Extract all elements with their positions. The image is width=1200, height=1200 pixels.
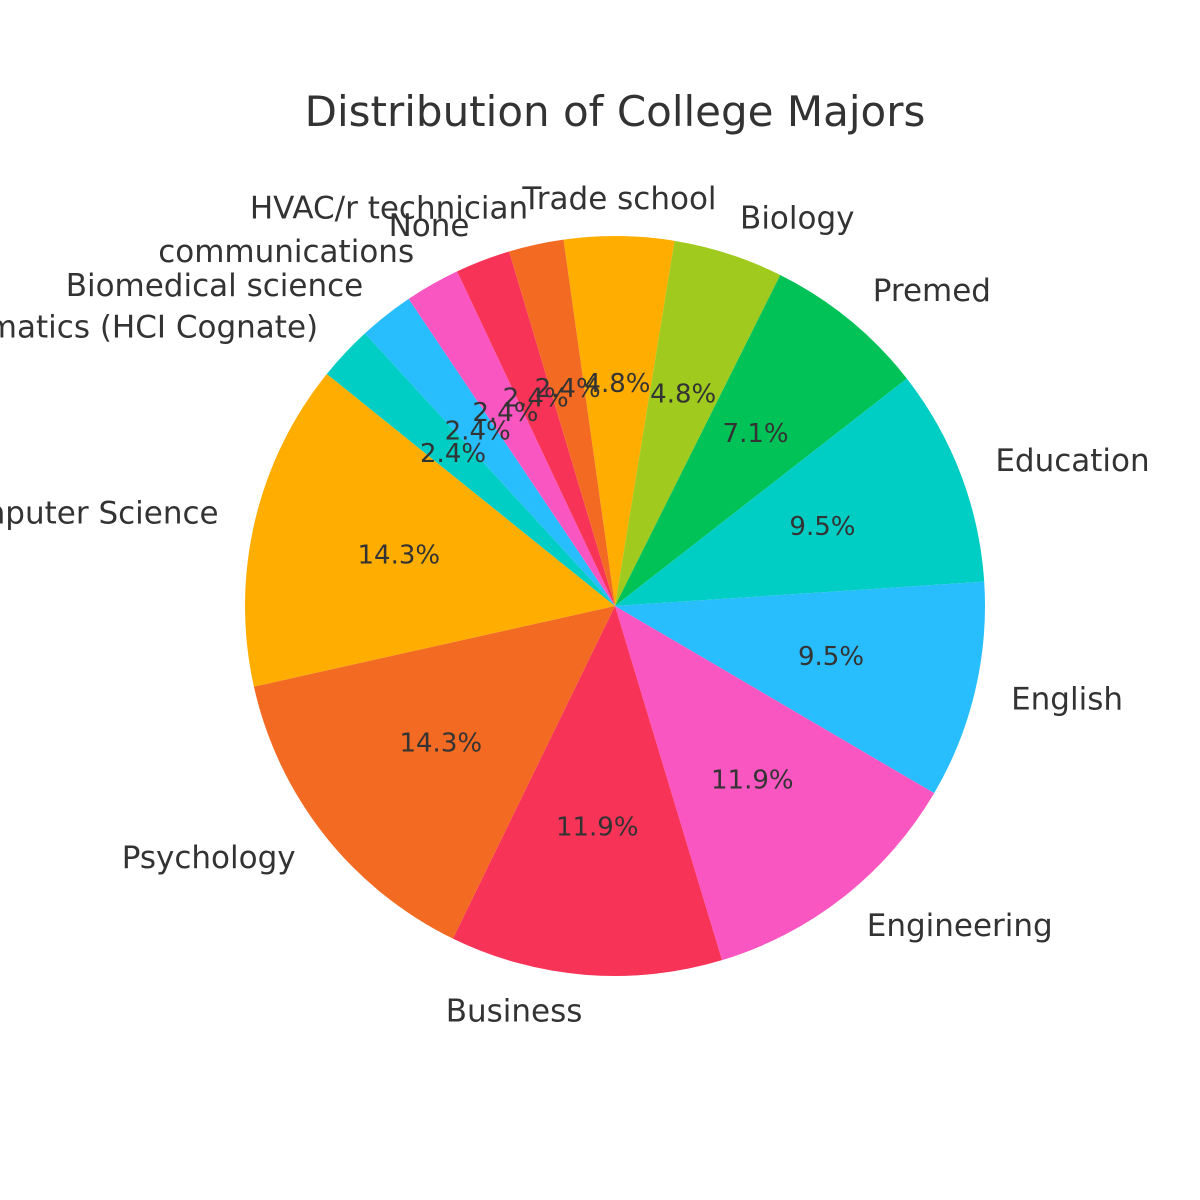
pie-category-label: Trade school bbox=[521, 181, 716, 217]
category-labels: Trade school Biology Premed Education Englis… bbox=[0, 181, 1150, 1030]
pie-category-label: English bbox=[1011, 682, 1123, 718]
pie-category-label: communications bbox=[158, 234, 414, 270]
chart-title: Distribution of College Majors bbox=[305, 87, 926, 136]
pie-category-label: Premed bbox=[873, 273, 991, 309]
pie-slice-engineering bbox=[615, 606, 935, 961]
pie-percent-label: 14.3% bbox=[357, 541, 440, 571]
pie-slice-business bbox=[452, 606, 723, 976]
pie-percent-label: 9.5% bbox=[789, 512, 855, 542]
pie-percent-label: 7.1% bbox=[723, 419, 789, 449]
pie-percent-label: 14.3% bbox=[399, 729, 482, 759]
pie-category-label: Informatics (HCI Cognate) bbox=[0, 310, 318, 346]
pie-percent-label: 11.9% bbox=[556, 812, 639, 842]
percent-labels: 4.8% 4.8%7.1%9.5%9.5%11.9%11.9%14.3%14.3%… bbox=[357, 369, 864, 842]
pie-percent-label: 2.4% bbox=[420, 439, 486, 469]
pie-percent-label: 9.5% bbox=[798, 642, 864, 672]
pie-slice-communications bbox=[408, 271, 615, 606]
pie-percent-label: 2.4% bbox=[503, 384, 569, 414]
pie-slice-biomedical-science bbox=[364, 298, 615, 606]
pie-slice-psychology bbox=[253, 606, 615, 939]
pie-percent-label: 2.4% bbox=[445, 417, 511, 447]
pie-category-label: Engineering bbox=[867, 908, 1053, 944]
pie-category-label: None bbox=[389, 208, 470, 244]
pie-category-label: Business bbox=[446, 994, 583, 1030]
pie-slice-english bbox=[615, 581, 985, 794]
pie-category-label: Computer Science bbox=[0, 496, 219, 532]
pie-category-label: Biology bbox=[740, 201, 854, 237]
pie-percent-label: 2.4% bbox=[472, 398, 538, 428]
pie-slice-education bbox=[615, 378, 985, 606]
pie-slice-none bbox=[457, 251, 615, 606]
pie-percent-label: 2.4% bbox=[535, 374, 601, 404]
pie-slice-hvac-r-technician bbox=[509, 239, 615, 606]
pie-slice-premed bbox=[615, 274, 907, 606]
pie-slice-biology bbox=[615, 240, 781, 606]
pie-category-label: Psychology bbox=[122, 840, 296, 876]
pie-percent-label: 4.8% bbox=[650, 380, 716, 410]
pie-percent-label: 11.9% bbox=[711, 765, 794, 795]
pie-slice-informatics-hci-cognate bbox=[326, 333, 615, 606]
pie-slice-computer-science bbox=[245, 373, 616, 687]
pie-category-label: HVAC/r technician bbox=[250, 190, 528, 226]
pie-category-label: Education bbox=[995, 443, 1149, 479]
pie-slices bbox=[245, 236, 985, 976]
pie-percent-label: 4.8% bbox=[584, 369, 650, 399]
pie-slice-trade-school bbox=[563, 236, 675, 607]
pie-category-label: Biomedical science bbox=[66, 268, 364, 304]
